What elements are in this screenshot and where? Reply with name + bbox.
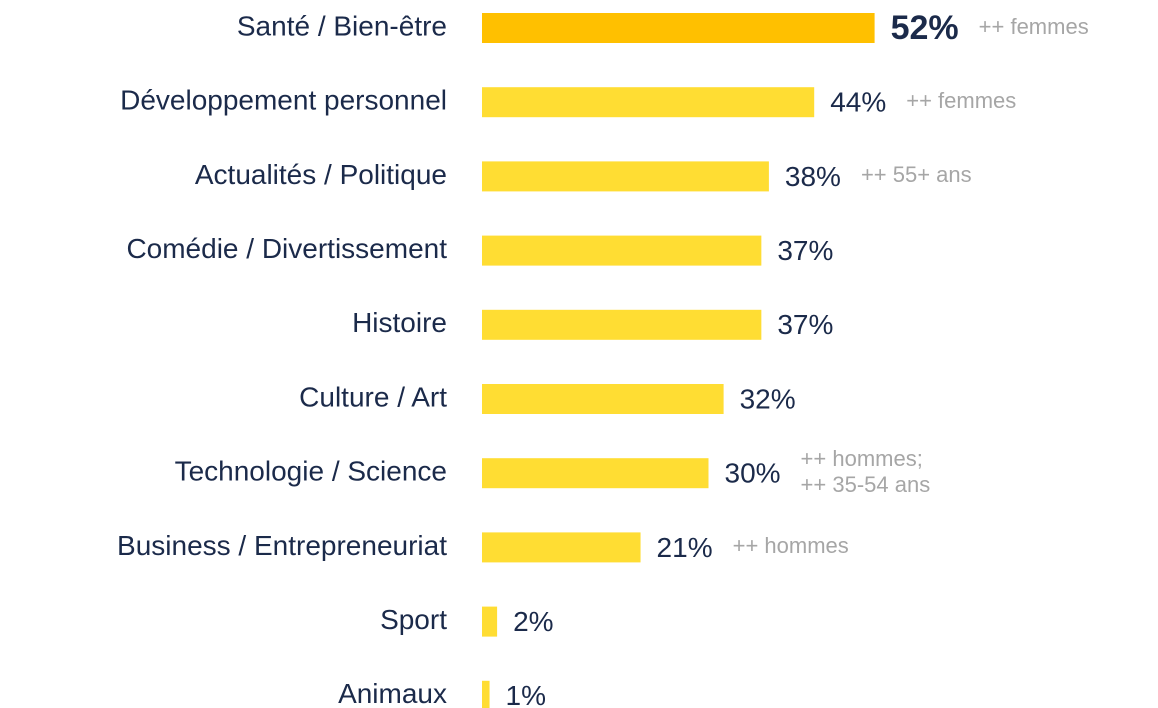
bar <box>482 384 724 414</box>
bar <box>482 532 641 563</box>
bar <box>482 13 875 43</box>
annotation: ++ femmes <box>906 88 1016 113</box>
bar <box>482 606 498 637</box>
annotation: ++ hommes; <box>801 446 923 471</box>
category-label: Culture / Art <box>299 381 447 412</box>
value-label: 38% <box>785 161 841 192</box>
category-label: Santé / Bien-être <box>237 10 447 41</box>
bar <box>482 680 490 708</box>
bar <box>482 161 769 192</box>
bar <box>482 309 762 340</box>
category-label: Technologie / Science <box>175 456 447 487</box>
category-label: Histoire <box>352 307 447 338</box>
value-label: 32% <box>740 383 796 414</box>
value-label: 37% <box>777 235 833 266</box>
annotation: ++ 55+ ans <box>861 162 972 187</box>
value-label: 52% <box>891 9 959 47</box>
bar <box>482 235 762 266</box>
value-label: 21% <box>657 532 713 563</box>
category-label: Sport <box>380 604 447 635</box>
category-label: Actualités / Politique <box>195 159 447 190</box>
category-label: Business / Entrepreneuriat <box>117 530 447 561</box>
value-label: 37% <box>777 309 833 340</box>
value-label: 2% <box>513 606 553 637</box>
annotation: ++ hommes <box>733 533 849 558</box>
annotation: ++ 35-54 ans <box>801 472 931 497</box>
bar <box>482 458 709 489</box>
category-label: Comédie / Divertissement <box>126 233 447 264</box>
value-label: 44% <box>830 87 886 118</box>
value-label: 30% <box>725 458 781 489</box>
category-label: Développement personnel <box>120 85 447 116</box>
category-label: Animaux <box>338 678 447 708</box>
value-label: 1% <box>506 680 546 708</box>
annotation: ++ femmes <box>979 14 1089 39</box>
bar <box>482 87 815 118</box>
